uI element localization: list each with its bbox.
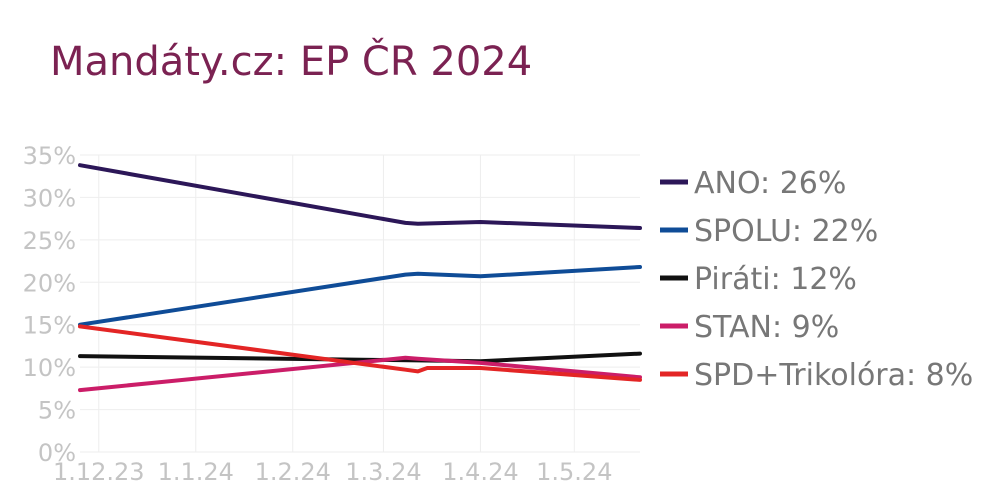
series-line-pir-ti xyxy=(78,351,642,364)
series-line-spd-trikol-ra xyxy=(78,324,642,382)
legend-label: SPD+Trikolóra: 8% xyxy=(694,358,973,393)
x-tick-label: 1.12.23 xyxy=(53,458,145,486)
legend: ANO: 26% SPOLU: 22% Piráti: 12% STAN: 9% SPD… xyxy=(660,166,973,393)
x-tick-label: 1.3.24 xyxy=(345,458,421,486)
legend-label: ANO: 26% xyxy=(694,166,846,201)
x-tick-label: 1.5.24 xyxy=(536,458,612,486)
y-tick-label: 20% xyxy=(23,269,76,297)
series-line-ano xyxy=(78,163,642,230)
series-lines xyxy=(78,163,642,393)
legend-label: Piráti: 12% xyxy=(694,262,857,297)
y-tick-label: 30% xyxy=(23,184,76,212)
y-tick-label: 0% xyxy=(38,439,76,467)
x-axis: 1.12.23 1.1.24 1.2.24 1.3.24 1.4.24 1.5.24 xyxy=(53,458,613,486)
grid xyxy=(80,154,640,453)
y-tick-label: 5% xyxy=(38,397,76,425)
x-tick-label: 1.1.24 xyxy=(158,458,234,486)
x-tick-label: 1.4.24 xyxy=(442,458,518,486)
y-tick-label: 15% xyxy=(23,312,76,340)
y-tick-label: 25% xyxy=(23,227,76,255)
y-tick-label: 10% xyxy=(23,354,76,382)
y-axis: 0% 5% 10% 15% 20% 25% 30% 35% xyxy=(23,142,76,467)
legend-label: STAN: 9% xyxy=(694,310,839,345)
x-tick-label: 1.2.24 xyxy=(255,458,331,486)
y-tick-label: 35% xyxy=(23,142,76,170)
series-line-stan xyxy=(78,355,642,393)
series-line-spolu xyxy=(78,265,642,327)
legend-label: SPOLU: 22% xyxy=(694,214,878,249)
chart-title: Mandáty.cz: EP ČR 2024 xyxy=(50,37,532,85)
